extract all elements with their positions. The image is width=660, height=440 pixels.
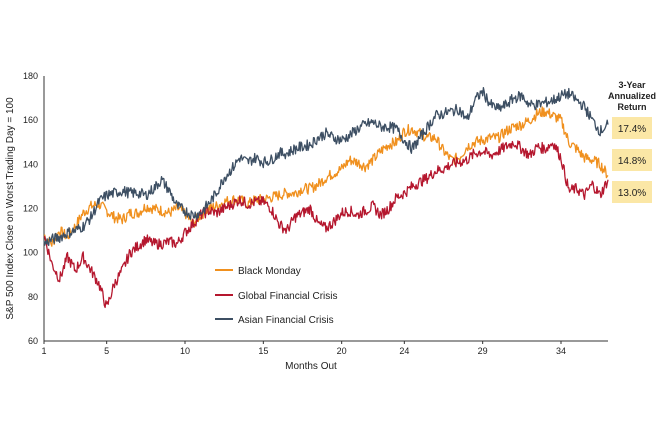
y-tick-label: 160 xyxy=(23,115,38,125)
series-line-asian-financial-crisis xyxy=(43,86,609,247)
x-axis-title: Months Out xyxy=(285,361,337,372)
return-box xyxy=(612,117,652,139)
x-tick-label: 24 xyxy=(399,346,409,356)
return-value: 17.4% xyxy=(618,124,646,135)
returns-header: 3-Year Annualized Return xyxy=(608,80,656,112)
x-tick-label: 29 xyxy=(478,346,488,356)
return-box xyxy=(612,181,652,203)
y-tick-label: 100 xyxy=(23,248,38,258)
legend-label: Asian Financial Crisis xyxy=(238,315,334,326)
return-value: 14.8% xyxy=(618,156,646,167)
y-tick-label: 180 xyxy=(23,71,38,81)
y-tick-label: 80 xyxy=(28,292,38,302)
x-tick-label: 15 xyxy=(258,346,268,356)
x-tick-label: 34 xyxy=(556,346,566,356)
x-tick-label: 1 xyxy=(41,346,46,356)
y-tick-label: 120 xyxy=(23,204,38,214)
y-tick-label: 60 xyxy=(28,336,38,346)
return-box xyxy=(612,149,652,171)
series-line-black-monday xyxy=(43,106,609,247)
y-tick-label: 140 xyxy=(23,159,38,169)
x-tick-label: 20 xyxy=(337,346,347,356)
legend-label: Black Monday xyxy=(238,266,301,277)
return-value: 13.0% xyxy=(618,188,646,199)
legend-label: Global Financial Crisis xyxy=(238,291,337,302)
series-line-global-financial-crisis xyxy=(43,140,609,309)
y-axis-title: S&P 500 Index Close on Worst Trading Day… xyxy=(5,97,16,320)
x-tick-label: 5 xyxy=(104,346,109,356)
x-tick-label: 10 xyxy=(180,346,190,356)
